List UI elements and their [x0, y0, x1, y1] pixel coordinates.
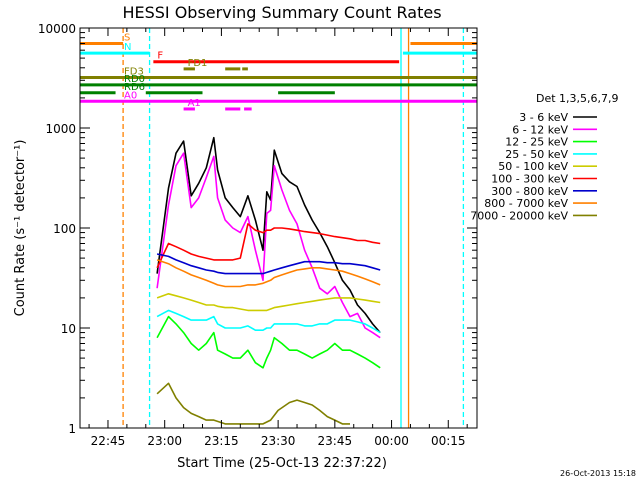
flag-label-s: S — [124, 32, 130, 43]
legend-label-7: 800 - 7000 keV — [484, 197, 568, 210]
y-tick-label-0: 1 — [68, 422, 76, 436]
footer-timestamp: 26-Oct-2013 15:18 — [560, 469, 636, 478]
y-axis-label: Count Rate (s⁻¹ detector⁻¹) — [13, 140, 28, 317]
flag-label-fd3: FD3 — [124, 66, 144, 77]
legend-label-4: 50 - 100 keV — [498, 160, 568, 173]
legend-label-8: 7000 - 20000 keV — [470, 209, 568, 222]
y-tick-label-4: 10000 — [38, 22, 76, 36]
legend-label-5: 100 - 300 keV — [491, 173, 568, 186]
x-tick-label-4: 23:45 — [318, 434, 353, 448]
legend-label-0: 3 - 6 keV — [519, 111, 568, 124]
series-line-5 — [156, 223, 381, 269]
series-line-6 — [156, 253, 381, 275]
legend-label-3: 25 - 50 keV — [505, 148, 568, 161]
y-tick-label-2: 100 — [53, 222, 76, 236]
flag-label-a1: A1 — [188, 98, 201, 109]
series-line-1 — [156, 152, 381, 339]
flag-label-rd6: RD6 — [124, 82, 145, 93]
x-tick-label-3: 23:30 — [261, 434, 296, 448]
series-line-0 — [156, 136, 381, 334]
x-ticks: 22:45 23:00 23:15 23:30 23:45 00:00 00:15 — [88, 28, 468, 448]
series-line-7 — [156, 259, 381, 288]
y-ticks: 1 10 100 1000 10000 — [38, 22, 477, 436]
chart-title: HESSI Observing Summary Count Rates — [122, 3, 441, 22]
flag-label-n: N — [124, 42, 131, 53]
x-axis-label: Start Time (25-Oct-13 22:37:22) — [177, 456, 387, 471]
flag-label-rd0: RD0 — [124, 74, 145, 85]
legend-label-2: 12 - 25 keV — [505, 136, 568, 149]
x-tick-label-5: 00:00 — [374, 434, 409, 448]
x-tick-label-6: 00:15 — [431, 434, 466, 448]
series-line-4 — [156, 293, 381, 312]
x-tick-label-2: 23:15 — [204, 434, 239, 448]
flag-label-a0: A0 — [124, 90, 137, 101]
legend-label-1: 6 - 12 keV — [512, 123, 568, 136]
legend-title: Det 1,3,5,6,7,9 — [536, 92, 619, 105]
series-line-3 — [156, 309, 381, 334]
x-tick-label-0: 22:45 — [91, 434, 126, 448]
series-line-2 — [156, 315, 381, 369]
x-tick-label-1: 23:00 — [147, 434, 182, 448]
y-tick-label-1: 10 — [61, 322, 76, 336]
series-line-8 — [156, 382, 350, 425]
y-tick-label-3: 1000 — [45, 122, 76, 136]
legend-label-6: 300 - 800 keV — [491, 185, 568, 198]
flag-label-f: F — [157, 51, 163, 62]
flag-label-fd1: FD1 — [188, 58, 208, 69]
